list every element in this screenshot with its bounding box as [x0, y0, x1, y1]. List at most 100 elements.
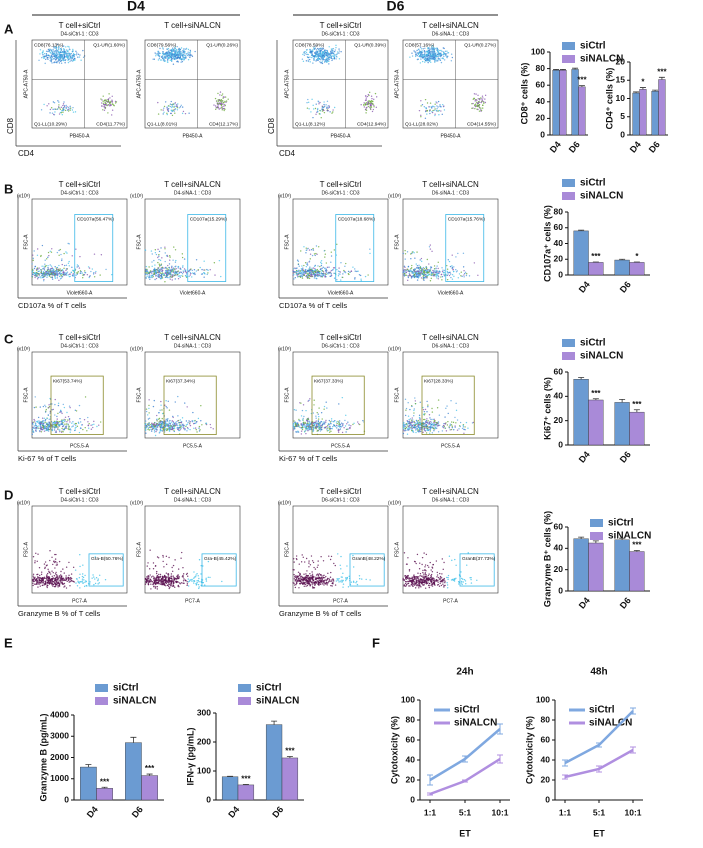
- event-dot: [188, 423, 191, 425]
- event-dot: [61, 430, 63, 432]
- event-dot: [183, 49, 185, 51]
- event-dot: [179, 276, 181, 278]
- y-scale: (x10³): [278, 193, 291, 199]
- event-dot: [425, 59, 427, 62]
- event-dot: [189, 52, 191, 54]
- event-dot: [219, 91, 222, 93]
- event-dot: [321, 267, 323, 270]
- event-dot: [44, 259, 46, 261]
- event-dot: [301, 428, 304, 431]
- event-dot: [47, 251, 50, 254]
- event-dot: [434, 54, 437, 56]
- event-dot: [57, 421, 60, 424]
- event-dot: [35, 406, 37, 408]
- event-dot: [61, 55, 64, 57]
- event-dot: [428, 55, 431, 57]
- event-dot: [313, 55, 315, 58]
- event-dot: [319, 426, 321, 429]
- event-dot: [433, 265, 436, 267]
- event-dot: [407, 265, 410, 268]
- event-dot: [178, 429, 180, 432]
- event-dot: [298, 275, 300, 278]
- event-dot: [65, 104, 67, 107]
- event-dot: [171, 105, 173, 108]
- event-dot: [460, 275, 462, 277]
- event-dot: [164, 248, 166, 250]
- event-dot: [166, 48, 168, 50]
- event-dot: [177, 54, 180, 56]
- event-dot: [424, 53, 426, 55]
- event-dot: [37, 270, 39, 273]
- event-dot: [185, 271, 187, 273]
- event-dot: [439, 49, 441, 52]
- event-dot: [178, 47, 180, 50]
- event-dot: [56, 274, 58, 276]
- event-dot: [67, 262, 70, 265]
- event-dot: [160, 400, 162, 403]
- event-dot: [175, 104, 178, 106]
- event-dot: [453, 270, 455, 273]
- event-dot: [173, 50, 175, 52]
- event-dot: [327, 54, 329, 56]
- event-dot: [329, 111, 331, 113]
- event-dot: [455, 409, 458, 412]
- event-dot: [434, 114, 436, 117]
- event-dot: [183, 258, 186, 260]
- event-dot: [320, 56, 323, 58]
- event-dot: [310, 111, 312, 113]
- event-dot: [407, 402, 409, 404]
- event-dot: [173, 110, 175, 112]
- event-dot: [416, 275, 418, 278]
- event-dot: [481, 100, 483, 103]
- event-dot: [315, 277, 317, 279]
- event-dot: [172, 259, 174, 261]
- event-dot: [444, 416, 446, 418]
- event-dot: [42, 422, 45, 425]
- event-dot: [166, 106, 168, 108]
- event-dot: [305, 265, 308, 268]
- event-dot: [180, 274, 182, 277]
- event-dot: [308, 277, 311, 280]
- event-dot: [63, 52, 66, 55]
- event-dot: [154, 434, 157, 437]
- plot-xlabel: Violet660-A: [67, 290, 93, 296]
- event-dot: [321, 50, 324, 53]
- event-dot: [426, 51, 429, 53]
- event-dot: [149, 275, 151, 277]
- event-dot: [83, 274, 86, 276]
- event-dot: [304, 424, 306, 427]
- event-dot: [302, 426, 304, 429]
- event-dot: [415, 426, 417, 428]
- event-dot: [67, 423, 69, 425]
- event-dot: [51, 62, 53, 64]
- event-dot: [300, 426, 303, 429]
- event-dot: [36, 267, 39, 269]
- event-dot: [419, 271, 421, 273]
- event-dot: [430, 271, 432, 273]
- event-dot: [438, 414, 441, 416]
- event-dot: [179, 429, 181, 431]
- event-dot: [217, 92, 219, 95]
- gate: [445, 214, 485, 282]
- event-dot: [331, 59, 333, 62]
- event-dot: [420, 48, 423, 50]
- event-dot: [172, 109, 174, 111]
- event-dot: [325, 271, 328, 274]
- event-dot: [363, 102, 365, 104]
- event-dot: [168, 267, 170, 269]
- event-dot: [59, 411, 62, 413]
- gate-label: CD107a(56.47%): [77, 217, 114, 223]
- event-dot: [315, 51, 318, 54]
- event-dot: [436, 273, 438, 275]
- event-dot: [182, 56, 185, 58]
- event-dot: [46, 276, 48, 279]
- event-dot: [164, 246, 166, 248]
- event-dot: [170, 49, 172, 52]
- event-dot: [360, 104, 362, 106]
- event-dot: [66, 56, 68, 58]
- event-dot: [43, 280, 45, 282]
- event-dot: [200, 405, 202, 407]
- event-dot: [309, 61, 311, 63]
- event-dot: [173, 57, 175, 60]
- event-dot: [70, 59, 72, 61]
